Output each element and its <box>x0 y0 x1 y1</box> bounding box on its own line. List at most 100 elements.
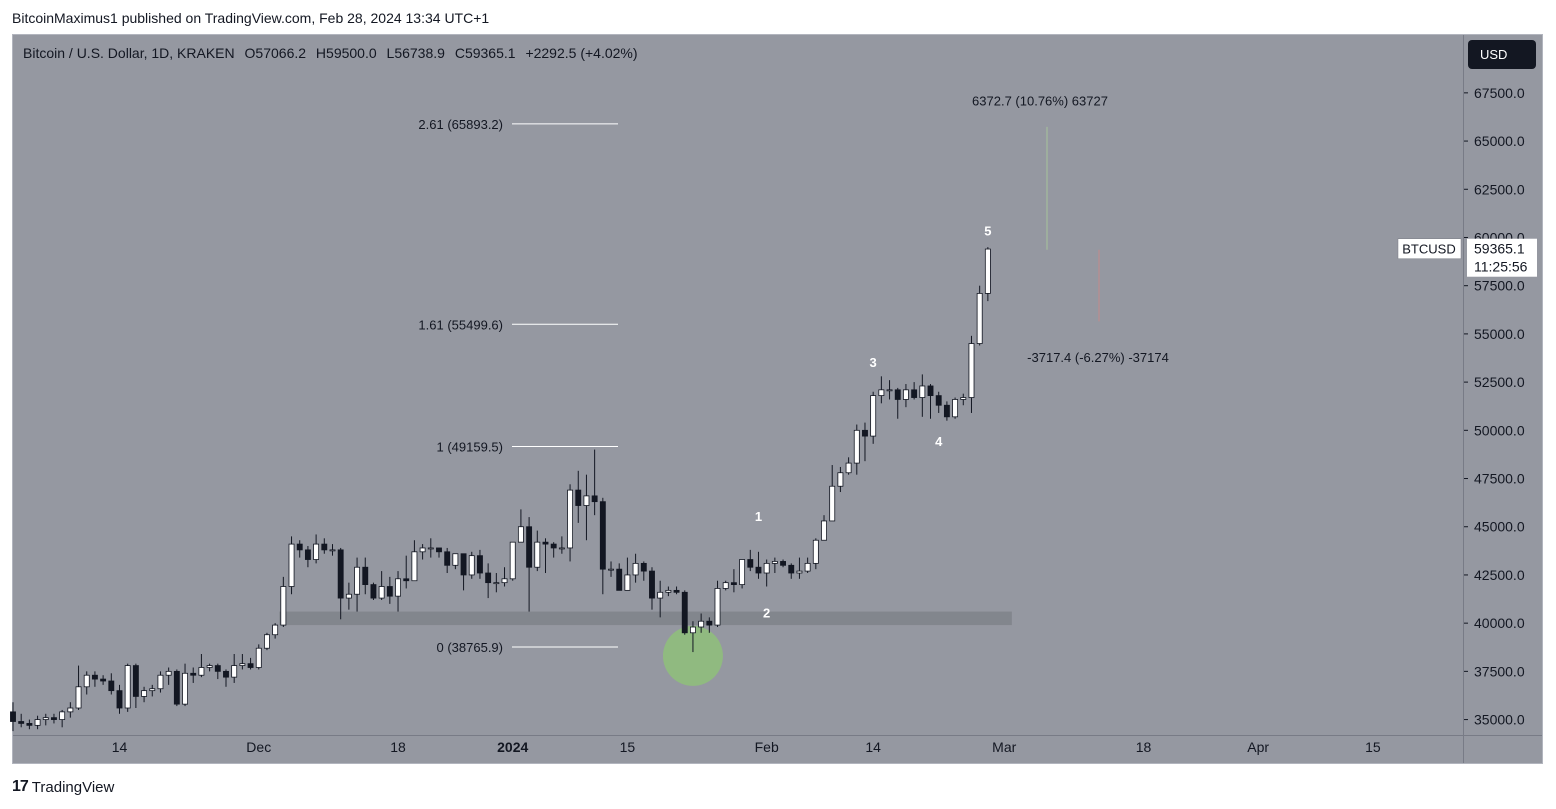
candle-body <box>690 626 696 634</box>
candle-body <box>649 570 655 599</box>
candle-body <box>67 707 74 713</box>
currency-button[interactable]: USD <box>1468 40 1536 69</box>
axis-corner <box>1463 735 1542 763</box>
candle-body <box>329 549 336 552</box>
time-tick-label: Dec <box>246 739 271 755</box>
candle-body <box>550 543 557 549</box>
candle-body <box>51 717 57 720</box>
candle-body <box>722 582 729 589</box>
candle-body <box>853 429 860 464</box>
legend-low: L56738.9 <box>386 45 445 61</box>
time-tick-label: Feb <box>755 739 779 755</box>
candle-body <box>321 543 328 551</box>
wave-label: 1 <box>755 509 762 524</box>
candle-body <box>706 620 713 626</box>
tradingview-brand[interactable]: 17 TradingView <box>12 778 114 796</box>
candle-body <box>354 566 361 595</box>
target-projection-label: 6372.7 (10.76%) 63727 <box>972 94 1108 109</box>
symbol-tag-label: BTCUSD <box>1402 242 1455 257</box>
candle-body <box>812 539 819 564</box>
candle-body <box>829 485 836 522</box>
candle-body <box>149 688 156 692</box>
candle-body <box>804 562 811 572</box>
candle-body <box>304 549 311 560</box>
candle-body <box>231 665 238 678</box>
candle-body <box>386 586 393 597</box>
candle-body <box>927 385 934 397</box>
wave-label: 3 <box>870 355 877 370</box>
wave-label: 2 <box>763 606 770 621</box>
candle-body <box>18 721 25 724</box>
candle-body <box>739 559 746 585</box>
candle-body <box>124 665 131 709</box>
candle-body <box>665 589 672 593</box>
candle-body <box>534 541 541 568</box>
candle-body <box>862 429 868 437</box>
candle-body <box>624 574 631 591</box>
candle-body <box>755 566 762 574</box>
candle-body <box>337 549 344 599</box>
candle-body <box>960 397 967 400</box>
countdown-label: 11:25:56 <box>1474 259 1528 275</box>
candle-body <box>501 578 508 584</box>
symbol-tag-box <box>1397 238 1462 259</box>
price-tick-label: 37500.0 <box>1474 663 1525 679</box>
time-axis[interactable] <box>13 735 1463 763</box>
legend-open: O57066.2 <box>244 45 307 61</box>
candle-body <box>370 584 377 599</box>
candle-body <box>157 674 164 690</box>
candle-body <box>59 711 66 720</box>
fib-level-label: 2.61 (65893.2) <box>418 117 503 132</box>
candle-body <box>591 495 598 503</box>
candle-body <box>878 389 885 397</box>
candle-body <box>206 665 213 668</box>
candle-body <box>657 591 664 599</box>
price-axis[interactable] <box>1463 35 1542 735</box>
candle-body <box>952 399 959 418</box>
candle-body <box>477 555 483 574</box>
candle-body <box>485 572 492 584</box>
candle-body <box>264 634 270 649</box>
candle-body <box>10 711 16 722</box>
wave-label: 4 <box>935 434 943 449</box>
time-tick-label: Mar <box>992 739 1016 755</box>
candle-body <box>272 624 279 636</box>
symbol-legend: Bitcoin / U.S. Dollar, 1D, KRAKEN O57066… <box>23 45 644 61</box>
candle-body <box>452 553 459 566</box>
price-tick-label: 52500.0 <box>1474 374 1525 390</box>
last-price-tag-box <box>1467 238 1537 277</box>
candle-body <box>173 670 180 705</box>
attribution-text: BitcoinMaximus1 published on TradingView… <box>12 10 490 26</box>
candle-body <box>444 551 451 566</box>
candle-body <box>460 553 467 576</box>
wave-label: 5 <box>984 224 991 239</box>
candle-body <box>968 343 975 398</box>
candle-body <box>763 562 770 574</box>
candle-body <box>608 568 614 571</box>
support-zone <box>279 611 1012 626</box>
candle-body <box>100 678 107 682</box>
candle-body <box>780 561 786 566</box>
candle-body <box>558 547 565 550</box>
candle-body <box>567 489 574 549</box>
brand-name: TradingView <box>31 778 115 796</box>
candle-body <box>255 647 262 668</box>
candle-body <box>411 551 418 582</box>
price-tick-label: 40000.0 <box>1474 615 1525 631</box>
time-tick-label: 2024 <box>497 739 528 755</box>
legend-high: H59500.0 <box>315 45 377 61</box>
price-tick-label: 65000.0 <box>1474 133 1525 149</box>
candle-body <box>34 719 41 726</box>
candle-body <box>517 526 524 543</box>
candle-body <box>427 547 434 550</box>
time-tick-label: Apr <box>1247 739 1269 755</box>
candle-body <box>165 670 172 676</box>
tradingview-logo-icon: 17 <box>12 778 29 795</box>
price-tick-label: 55000.0 <box>1474 326 1525 342</box>
candle-body <box>26 723 33 726</box>
candle-body <box>132 665 139 697</box>
candle-body <box>837 472 844 487</box>
candle-body <box>436 547 442 553</box>
candle-body <box>771 561 778 564</box>
candle-body <box>714 588 721 626</box>
